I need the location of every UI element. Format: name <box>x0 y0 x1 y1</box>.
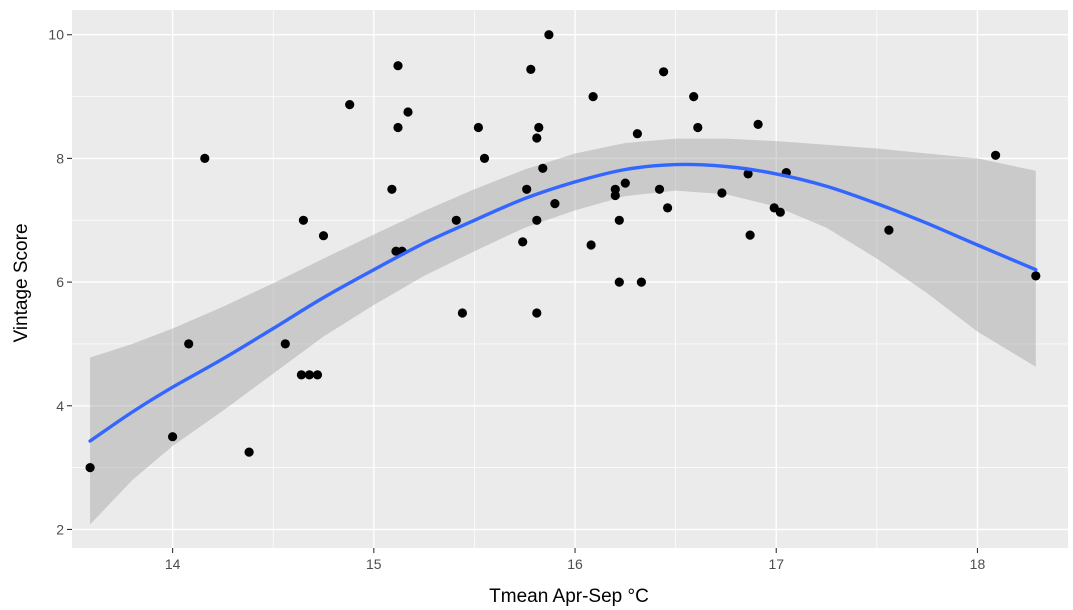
data-point <box>534 122 544 133</box>
x-tick-label: 18 <box>970 556 986 572</box>
data-point <box>588 92 598 102</box>
data-point <box>614 215 624 225</box>
minor-grid <box>72 10 1068 548</box>
x-axis-title: Tmean Apr-Sep °C <box>489 586 649 607</box>
major-grid <box>72 10 1068 548</box>
x-tick-label: 17 <box>768 556 784 572</box>
data-point <box>620 178 630 188</box>
data-point <box>659 67 669 77</box>
data-point <box>991 150 1001 160</box>
data-point <box>1031 271 1041 281</box>
data-point <box>387 184 397 194</box>
data-point <box>318 231 329 241</box>
data-point <box>522 184 532 194</box>
data-point <box>586 240 596 250</box>
data-point <box>544 30 554 40</box>
data-point <box>654 184 665 194</box>
data-point <box>614 277 624 287</box>
data-point <box>532 215 542 225</box>
data-point <box>526 64 536 74</box>
plot-panel <box>72 10 1068 548</box>
data-point <box>753 119 763 129</box>
y-axis-title: Vintage Score <box>11 223 32 342</box>
data-point <box>689 92 699 102</box>
data-point <box>298 215 308 225</box>
y-axis-ticks: 2 4 6 8 10 <box>48 27 72 537</box>
smooth-line <box>88 162 1038 443</box>
y-tick-label: 2 <box>56 521 64 537</box>
data-point <box>538 163 548 173</box>
data-point <box>745 230 755 240</box>
y-tick-label: 10 <box>48 27 64 43</box>
y-tick-label: 6 <box>56 274 64 290</box>
data-point <box>451 215 461 225</box>
data-point <box>775 207 785 217</box>
data-point <box>693 122 703 133</box>
data-point <box>636 277 647 287</box>
data-point <box>717 188 727 198</box>
y-tick-label: 8 <box>56 150 64 166</box>
data-point <box>457 308 467 318</box>
data-point <box>550 199 560 209</box>
data-point <box>884 225 894 235</box>
data-point <box>518 237 528 247</box>
data-point <box>312 370 323 380</box>
x-tick-label: 16 <box>567 556 583 572</box>
data-point <box>479 153 490 163</box>
x-tick-label: 14 <box>165 556 181 572</box>
data-point <box>610 184 620 194</box>
data-point <box>393 61 403 71</box>
data-point <box>393 122 403 133</box>
data-point <box>244 447 254 457</box>
x-tick-label: 15 <box>366 556 382 572</box>
data-point <box>200 153 210 163</box>
data-point <box>304 370 314 380</box>
y-tick-label: 4 <box>56 398 64 414</box>
data-point <box>532 133 542 143</box>
data-point <box>473 122 483 133</box>
confidence-band <box>90 138 1036 525</box>
data-point <box>743 169 753 179</box>
data-point <box>85 463 95 473</box>
data-point <box>532 308 542 318</box>
data-point <box>280 339 290 349</box>
data-point <box>168 432 178 442</box>
data-point <box>403 107 413 117</box>
x-axis-ticks: 14 15 16 17 18 <box>165 548 986 572</box>
data-points <box>85 30 1041 473</box>
data-point <box>184 339 194 349</box>
data-point <box>296 370 306 380</box>
data-point <box>345 100 355 110</box>
data-point <box>663 203 673 213</box>
data-point <box>632 129 643 139</box>
